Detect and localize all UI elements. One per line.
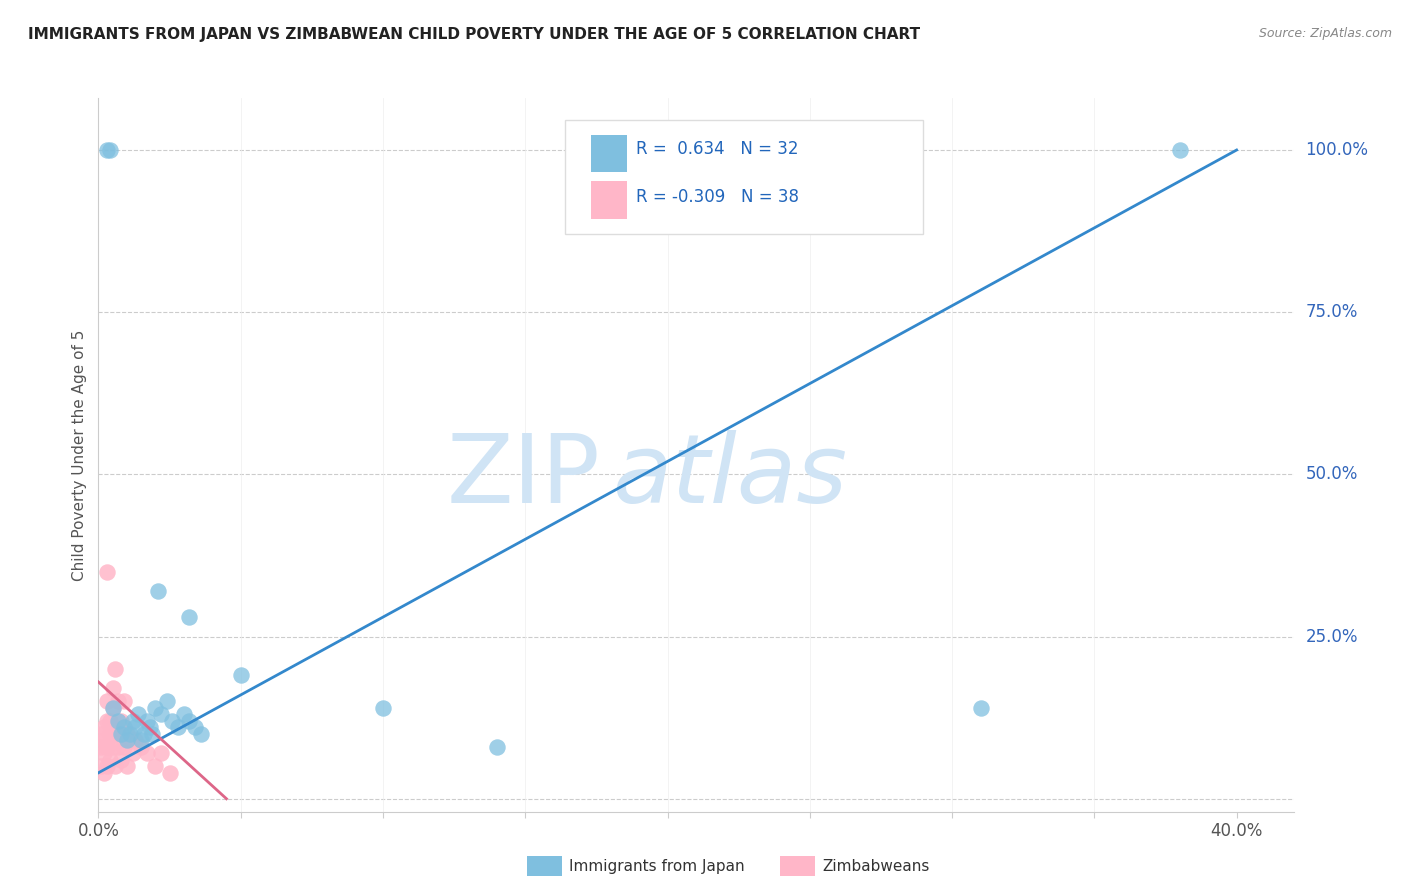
- Point: [107, 714, 129, 728]
- Point: [150, 707, 173, 722]
- Text: ZIP: ZIP: [447, 430, 600, 523]
- Point: [90, 759, 112, 773]
- Point: [167, 720, 190, 734]
- Point: [1168, 143, 1191, 157]
- Point: [112, 694, 135, 708]
- Point: [150, 747, 173, 761]
- Text: Immigrants from Japan: Immigrants from Japan: [569, 859, 745, 873]
- Point: [104, 727, 127, 741]
- Text: IMMIGRANTS FROM JAPAN VS ZIMBABWEAN CHILD POVERTY UNDER THE AGE OF 5 CORRELATION: IMMIGRANTS FROM JAPAN VS ZIMBABWEAN CHIL…: [28, 27, 921, 42]
- Text: R =  0.634   N = 32: R = 0.634 N = 32: [636, 140, 799, 158]
- Point: [485, 739, 508, 754]
- Point: [143, 701, 166, 715]
- Point: [110, 753, 132, 767]
- Point: [184, 720, 207, 734]
- Point: [101, 701, 124, 715]
- Point: [229, 668, 252, 682]
- Point: [107, 739, 129, 754]
- Bar: [591, 181, 627, 219]
- Point: [143, 759, 166, 773]
- Text: 50.0%: 50.0%: [1305, 466, 1358, 483]
- Point: [132, 727, 155, 741]
- Point: [118, 733, 141, 747]
- Point: [179, 714, 201, 728]
- Point: [371, 701, 394, 715]
- Point: [110, 714, 132, 728]
- Point: [104, 662, 127, 676]
- Point: [96, 759, 118, 773]
- Text: Source: ZipAtlas.com: Source: ZipAtlas.com: [1258, 27, 1392, 40]
- Point: [138, 720, 160, 734]
- Point: [115, 727, 138, 741]
- Point: [969, 701, 991, 715]
- Point: [107, 727, 129, 741]
- Bar: [591, 135, 627, 171]
- Text: 25.0%: 25.0%: [1305, 628, 1358, 646]
- Point: [96, 143, 118, 157]
- Point: [127, 707, 149, 722]
- Point: [101, 701, 124, 715]
- Text: 100.0%: 100.0%: [1305, 141, 1368, 159]
- Point: [124, 733, 146, 747]
- Point: [115, 759, 138, 773]
- Point: [101, 681, 124, 696]
- Point: [121, 747, 143, 761]
- Y-axis label: Child Poverty Under the Age of 5: Child Poverty Under the Age of 5: [72, 329, 87, 581]
- Point: [110, 727, 132, 741]
- Point: [118, 727, 141, 741]
- Point: [112, 720, 135, 734]
- FancyBboxPatch shape: [565, 120, 922, 234]
- Point: [135, 714, 157, 728]
- Point: [179, 610, 201, 624]
- Point: [156, 694, 179, 708]
- Point: [90, 727, 112, 741]
- Point: [124, 720, 146, 734]
- Point: [121, 714, 143, 728]
- Text: 75.0%: 75.0%: [1305, 303, 1358, 321]
- Point: [190, 727, 212, 741]
- Point: [93, 747, 115, 761]
- Point: [162, 714, 184, 728]
- Point: [96, 739, 118, 754]
- Point: [129, 733, 152, 747]
- Point: [107, 694, 129, 708]
- Point: [98, 714, 121, 728]
- Point: [96, 694, 118, 708]
- Point: [135, 747, 157, 761]
- Text: Zimbabweans: Zimbabweans: [823, 859, 929, 873]
- Point: [98, 727, 121, 741]
- Text: R = -0.309   N = 38: R = -0.309 N = 38: [636, 187, 799, 205]
- Point: [96, 565, 118, 579]
- Point: [173, 707, 195, 722]
- Point: [93, 765, 115, 780]
- Point: [141, 727, 163, 741]
- Point: [129, 739, 152, 754]
- Point: [90, 739, 112, 754]
- Point: [115, 733, 138, 747]
- Point: [96, 714, 118, 728]
- Point: [159, 765, 181, 780]
- Point: [93, 720, 115, 734]
- Text: atlas: atlas: [612, 430, 848, 523]
- Point: [104, 759, 127, 773]
- Point: [112, 739, 135, 754]
- Point: [98, 143, 121, 157]
- Point: [98, 753, 121, 767]
- Point: [101, 739, 124, 754]
- Point: [93, 733, 115, 747]
- Point: [148, 584, 170, 599]
